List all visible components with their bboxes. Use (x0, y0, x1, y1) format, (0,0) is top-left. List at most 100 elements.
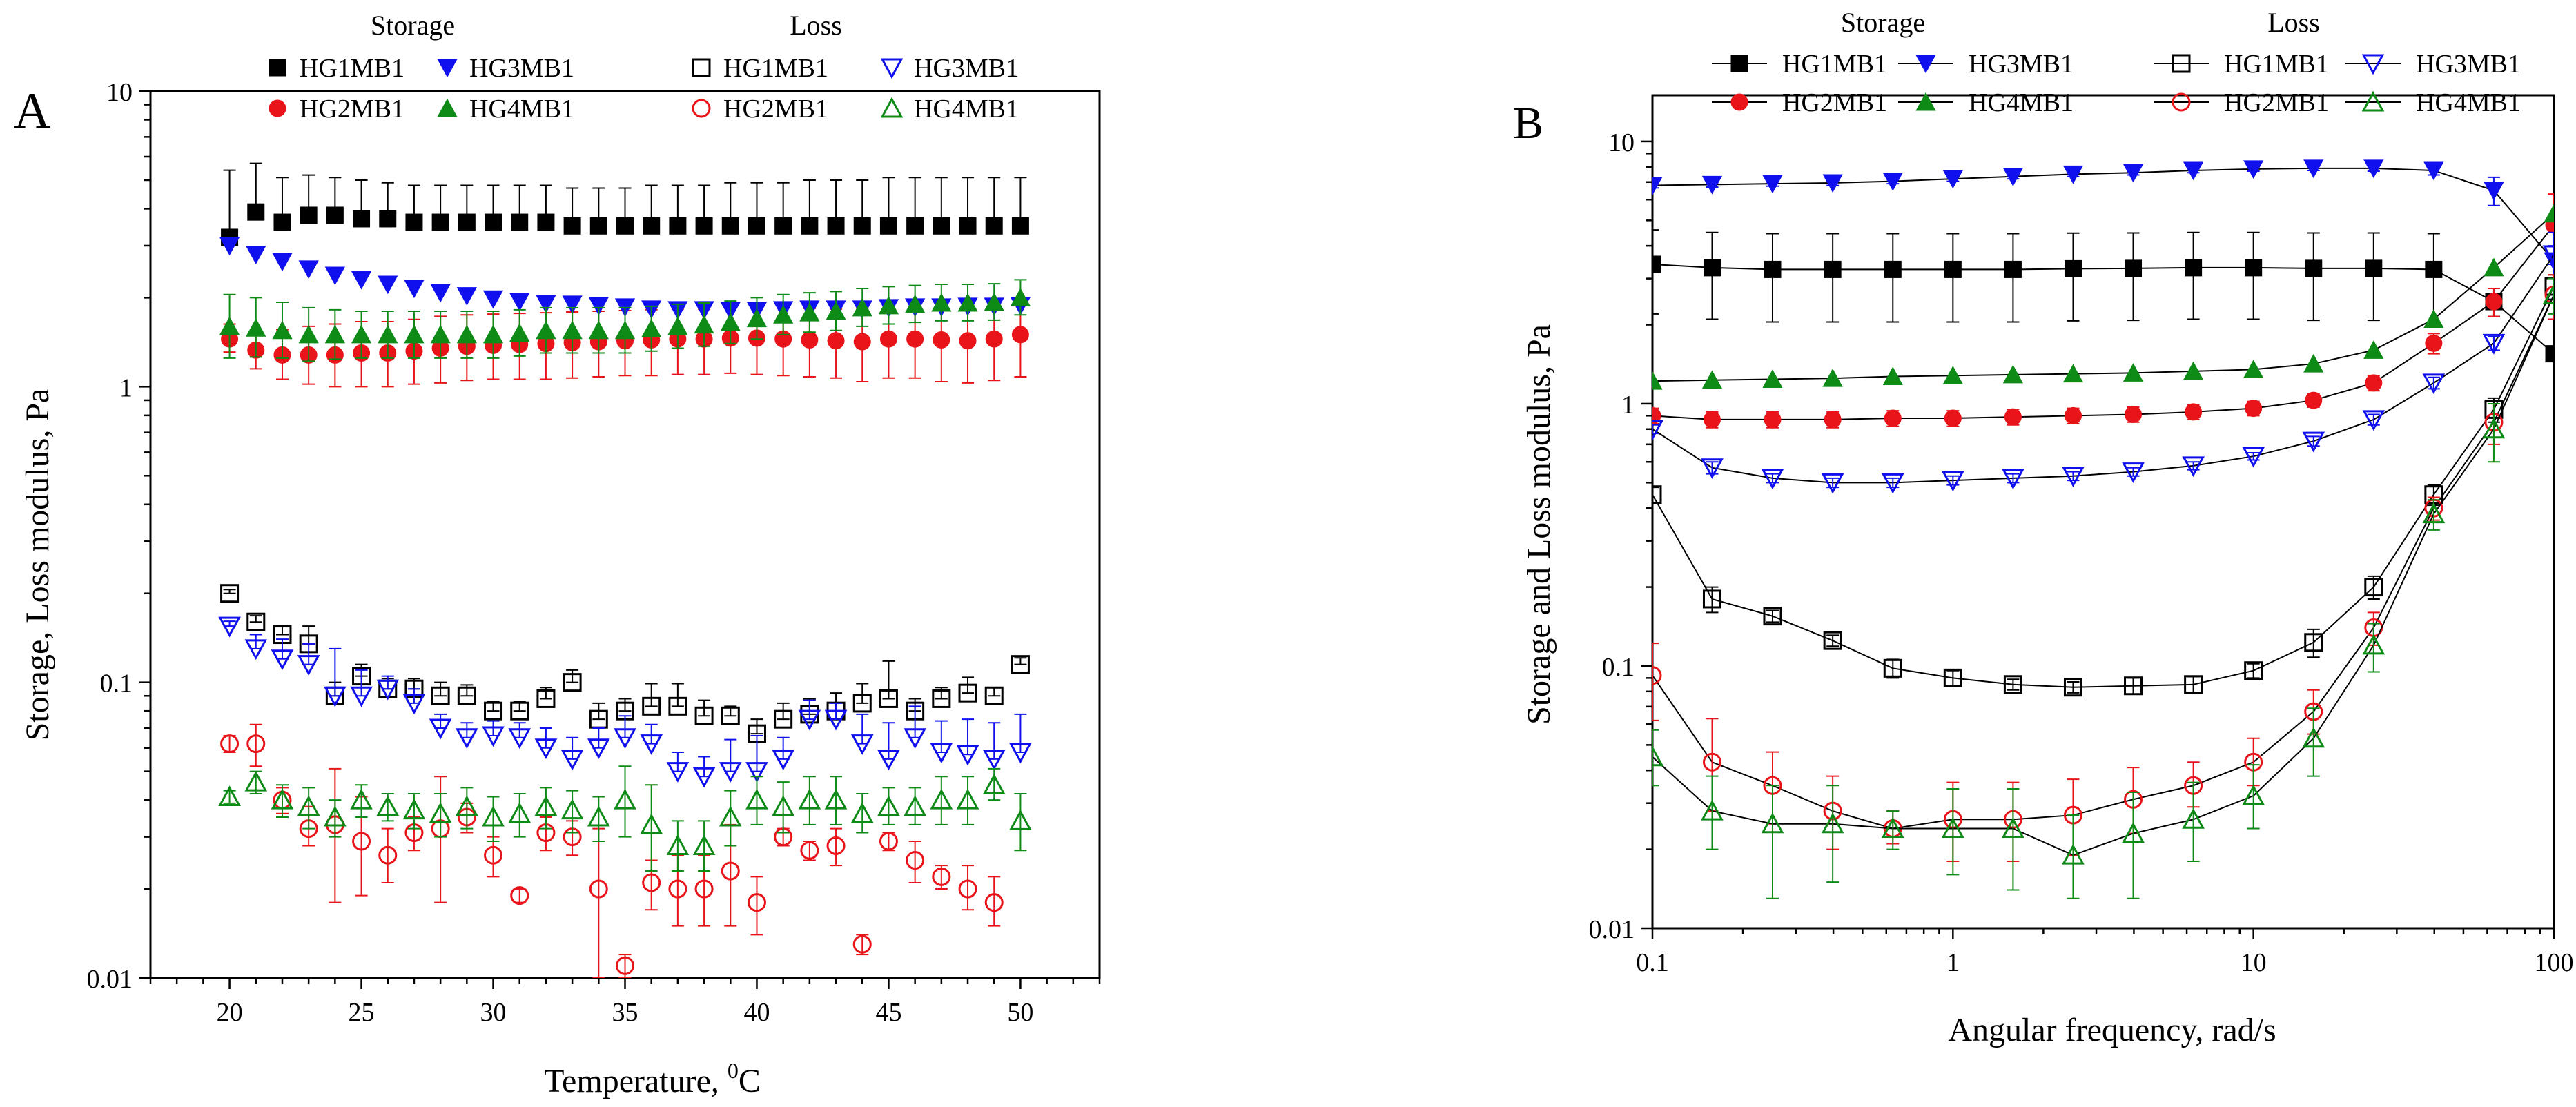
data-point (220, 734, 240, 754)
data-point (482, 324, 504, 344)
legend-entry-loss-hg4mb1: HG4MB1 (880, 95, 1019, 124)
data-point (1821, 812, 1844, 834)
data-point (959, 332, 977, 350)
data-point (2062, 467, 2085, 488)
series-line (1652, 224, 2554, 420)
data-point (2305, 259, 2323, 277)
data-point (985, 217, 1003, 235)
data-point (852, 297, 872, 317)
data-point (2124, 676, 2143, 696)
x-tick-label: 45 (875, 998, 901, 1027)
x-axis-label-a-unit: C (739, 1063, 761, 1099)
data-point (563, 217, 581, 235)
legend-marker (692, 99, 711, 118)
x-tick-label: 40 (743, 998, 770, 1027)
x-axis-label-a-main: Temperature, (544, 1063, 728, 1099)
data-point (692, 834, 716, 855)
legend-entry-storage-hg4mb1: HG4MB1 (1898, 88, 2074, 117)
data-point (534, 795, 558, 816)
data-point (2302, 431, 2325, 453)
data-point (2243, 360, 2264, 378)
data-point (2303, 159, 2324, 179)
data-point (379, 210, 397, 228)
data-point (2002, 168, 2024, 186)
data-point (1884, 409, 1902, 427)
data-point (2002, 817, 2024, 839)
data-point (2123, 363, 2144, 382)
series-storage-hg1mb1 (221, 162, 1029, 246)
data-point (2545, 345, 2554, 363)
data-point (719, 805, 742, 827)
data-point (2182, 807, 2205, 829)
legend-label: HG4MB1 (914, 95, 1019, 124)
data-point (588, 297, 609, 316)
legend-marker (2172, 92, 2191, 112)
data-point (692, 767, 716, 788)
data-point (774, 709, 793, 729)
data-point (431, 686, 450, 705)
data-point (402, 694, 426, 715)
data-point (1652, 177, 1663, 195)
data-point (1010, 288, 1031, 306)
data-point (931, 293, 952, 312)
data-point (824, 709, 848, 731)
data-point (2244, 661, 2263, 680)
y-tick-label: 1 (1621, 391, 1635, 420)
data-point (2544, 204, 2554, 223)
data-point (614, 320, 636, 340)
series-line (1652, 294, 2554, 856)
data-point (2362, 410, 2385, 431)
data-point (2004, 260, 2022, 278)
data-point (616, 956, 634, 975)
data-point (324, 805, 347, 827)
data-point (510, 886, 529, 905)
data-point (429, 802, 452, 823)
data-point (508, 802, 531, 823)
legend-entry-loss-hg3mb1: HG3MB1 (2345, 50, 2521, 79)
data-point (2064, 406, 2082, 424)
data-point (563, 673, 582, 692)
data-point (352, 832, 371, 851)
legend-entry-storage-hg2mb1: HG2MB1 (1712, 88, 1887, 117)
legend-label: HG2MB1 (2224, 88, 2329, 117)
data-point (562, 295, 583, 315)
legend-title-storage: Storage (371, 10, 455, 41)
data-point (588, 320, 609, 340)
series-line (1652, 254, 2554, 484)
data-point (484, 701, 503, 721)
data-point (906, 330, 924, 348)
data-point (324, 324, 346, 344)
data-point (1701, 458, 1724, 480)
data-point (1824, 260, 1842, 278)
data-point (669, 217, 687, 235)
data-point (956, 788, 979, 810)
data-point (1652, 371, 1663, 390)
data-point (1942, 365, 1963, 384)
data-point (2184, 675, 2203, 694)
data-point (852, 934, 872, 954)
data-point (2245, 259, 2263, 277)
legend-entry-loss-hg1mb1: HG1MB1 (692, 54, 828, 83)
data-point (719, 762, 742, 783)
data-point (589, 879, 608, 899)
data-point (1702, 589, 1721, 609)
data-point (852, 694, 872, 713)
x-axis-label-a: Temperature, 0C (544, 1058, 761, 1099)
data-point (800, 841, 819, 860)
data-point (745, 762, 768, 783)
data-point (984, 686, 1004, 705)
series-loss-hg4mb1 (1652, 277, 2554, 899)
data-point (2423, 309, 2444, 328)
data-point (904, 795, 926, 816)
data-point (614, 788, 636, 810)
data-point (272, 320, 293, 340)
data-point (485, 213, 502, 231)
x-tick-label: 100 (2535, 948, 2574, 977)
data-point (2425, 260, 2443, 278)
series-loss-hg4mb1 (218, 765, 1032, 872)
data-point (640, 813, 663, 834)
data-point (2062, 364, 2084, 383)
series-line (1652, 263, 2554, 355)
data-point (2062, 843, 2085, 865)
data-point (2542, 245, 2554, 266)
